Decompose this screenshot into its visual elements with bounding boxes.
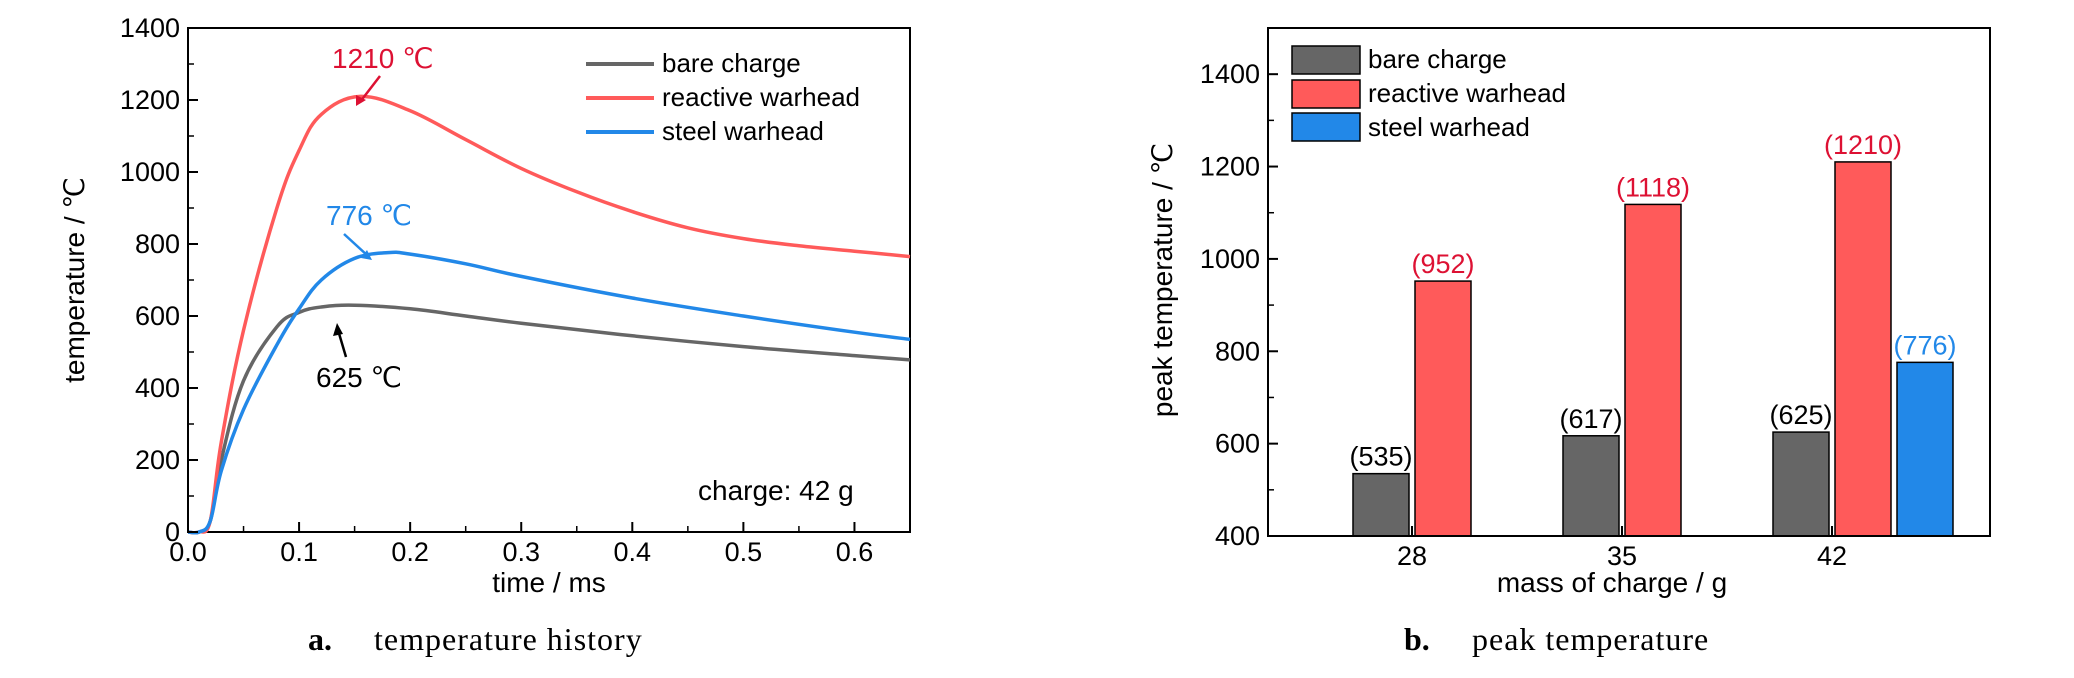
panel-a-ticks: 0 200 400 600 800 1000 1200 1400 0.0 0.1 0.2 0.3 0.4… <box>120 13 911 567</box>
y-tick-label: 400 <box>1215 521 1260 551</box>
legend-label-bare-charge: bare charge <box>1368 44 1507 74</box>
x-tick-label: 0.3 <box>502 537 540 567</box>
legend-label-reactive-warhead: reactive warhead <box>662 82 860 112</box>
panel-b-bars-group: (535) (617) (625) (952) (1118) (1210) (776) <box>1349 130 1957 537</box>
y-tick-label: 1200 <box>1200 152 1260 182</box>
bar-value-label: (1118) <box>1616 172 1690 202</box>
y-tick-label: 1000 <box>120 157 180 187</box>
legend-label-reactive-warhead: reactive warhead <box>1368 78 1566 108</box>
panel-b-ticks: 400 600 800 1000 1200 1400 28 35 42 <box>1200 59 1847 571</box>
x-tick-label: 42 <box>1817 541 1847 571</box>
legend-label-bare-charge: bare charge <box>662 48 801 78</box>
bar-steel-warhead <box>1896 361 1954 537</box>
x-tick-label: 0.2 <box>391 537 429 567</box>
panel-b-caption-text: peak temperature <box>1472 621 1709 657</box>
arrowhead-bare-peak <box>333 323 343 336</box>
panel-b-peak-temperature: (535) (617) (625) (952) (1118) (1210) (776) 40… <box>1147 27 1991 657</box>
panel-b-x-axis-label: mass of charge / g <box>1497 567 1727 598</box>
bar-value-label: (776) <box>1893 330 1956 360</box>
panel-b-y-axis-label: peak temperature / ℃ <box>1147 143 1178 417</box>
annotation-steel-peak: 776 ℃ <box>326 200 412 231</box>
annotation-charge-mass: charge: 42 g <box>698 475 854 506</box>
bar-bare-charge <box>1772 431 1830 537</box>
legend-swatch-bare-charge <box>1291 45 1361 75</box>
y-tick-label: 200 <box>135 445 180 475</box>
panel-a-series-group <box>187 94 911 535</box>
bar-value-label: (1210) <box>1824 130 1902 160</box>
legend-swatch-reactive-warhead <box>1291 79 1361 109</box>
y-tick-label: 1200 <box>120 85 180 115</box>
y-tick-label: 1400 <box>1200 59 1260 89</box>
legend-label-steel-warhead: steel warhead <box>1368 112 1530 142</box>
x-tick-label: 0.5 <box>725 537 763 567</box>
panel-a-y-axis-label: temperature / ℃ <box>59 177 90 383</box>
legend-swatch-steel-warhead <box>1291 112 1361 142</box>
y-tick-label: 0 <box>165 517 180 547</box>
y-tick-label: 400 <box>135 373 180 403</box>
bar-bare-charge <box>1352 472 1410 537</box>
bar-bare-charge <box>1562 435 1620 537</box>
bar-reactive-warhead <box>1624 203 1682 537</box>
panel-a-temperature-history: 0 200 400 600 800 1000 1200 1400 0.0 0.1 0.2 0.3 0.4… <box>59 13 911 657</box>
arrowhead-reactive-peak <box>356 95 366 106</box>
annotation-bare-peak: 625 ℃ <box>316 362 402 393</box>
bar-value-label: (952) <box>1411 249 1474 279</box>
panel-a-caption-text: temperature history <box>374 621 643 657</box>
panel-a-x-axis-label: time / ms <box>492 567 606 598</box>
annotation-reactive-peak: 1210 ℃ <box>332 43 434 74</box>
y-tick-label: 1000 <box>1200 244 1260 274</box>
y-tick-label: 1400 <box>120 13 180 43</box>
x-tick-label: 0.4 <box>614 537 652 567</box>
arrowhead-steel-peak <box>361 250 372 260</box>
series-line-reactive-warhead <box>187 94 911 535</box>
x-tick-label: 35 <box>1607 541 1637 571</box>
y-tick-label: 800 <box>135 229 180 259</box>
panel-b-plot-frame <box>1267 27 1991 537</box>
y-tick-label: 600 <box>1215 429 1260 459</box>
bar-value-label: (617) <box>1559 404 1622 434</box>
x-tick-label: 0.1 <box>280 537 318 567</box>
panel-a-caption-letter: a. <box>308 621 332 657</box>
y-tick-label: 800 <box>1215 336 1260 366</box>
x-tick-label: 28 <box>1397 541 1427 571</box>
y-tick-label: 600 <box>135 301 180 331</box>
panel-b-caption-letter: b. <box>1404 621 1430 657</box>
arrow-steel-peak <box>343 233 369 257</box>
arrow-reactive-peak <box>359 75 381 103</box>
panel-a-legend: bare charge reactive warhead steel warhe… <box>586 48 860 146</box>
bar-reactive-warhead <box>1414 280 1472 537</box>
bar-value-label: (625) <box>1769 400 1832 430</box>
x-tick-label: 0.6 <box>836 537 874 567</box>
bar-value-label: (535) <box>1349 442 1412 472</box>
bar-reactive-warhead <box>1834 161 1892 537</box>
panel-b-legend: bare charge reactive warhead steel warhe… <box>1291 44 1566 142</box>
x-tick-label: 0.0 <box>169 537 207 567</box>
legend-label-steel-warhead: steel warhead <box>662 116 824 146</box>
